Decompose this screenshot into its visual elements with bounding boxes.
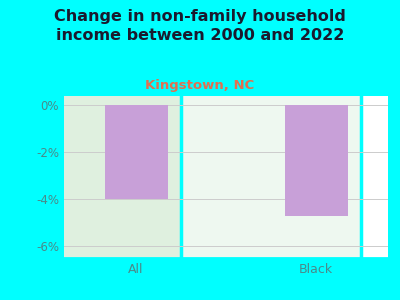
- Bar: [181, 96, 361, 258]
- Text: Change in non-family household
income between 2000 and 2022: Change in non-family household income be…: [54, 9, 346, 43]
- Bar: [284, 105, 348, 216]
- Text: Kingstown, NC: Kingstown, NC: [145, 80, 255, 92]
- Bar: [1, 96, 181, 258]
- Bar: [104, 105, 168, 199]
